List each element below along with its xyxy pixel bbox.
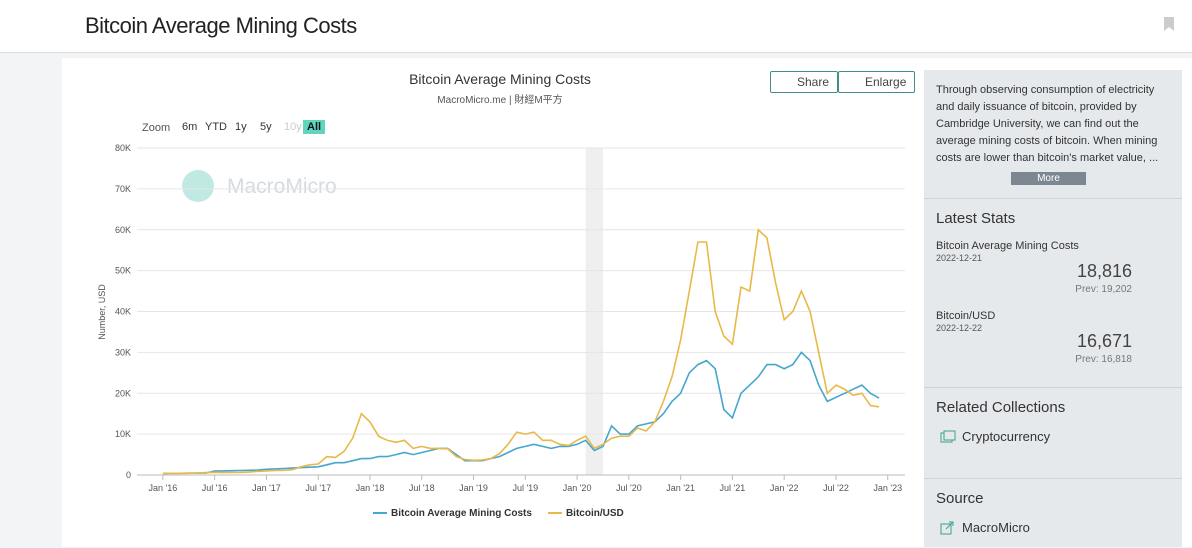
section-title: Related Collections — [936, 399, 1066, 416]
zoom-button[interactable]: 6m — [182, 121, 198, 133]
zoom-button[interactable]: 5y — [260, 121, 272, 133]
related-collections: Related Collections Cryptocurrency — [924, 387, 1182, 478]
share-button[interactable]: Share — [770, 71, 839, 93]
zoom-button[interactable]: 1y — [235, 121, 247, 133]
page-title: Bitcoin Average Mining Costs — [85, 13, 357, 38]
y-tick-label: 80K — [115, 143, 131, 153]
x-tick-label: Jan '22 — [770, 483, 799, 493]
legend-item: Bitcoin Average Mining Costs — [373, 508, 532, 519]
latest-stats: Latest Stats Bitcoin Average Mining Cost… — [924, 198, 1182, 387]
y-tick-label: 70K — [115, 184, 131, 194]
x-tick-label: Jan '20 — [563, 483, 592, 493]
line-series — [162, 351, 880, 475]
watermark-logo — [182, 170, 214, 202]
y-tick-label: 60K — [115, 225, 131, 235]
y-tick-label: 40K — [115, 307, 131, 317]
y-tick-label: 30K — [115, 347, 131, 357]
y-tick-label: 50K — [115, 266, 131, 276]
x-tick-label: Jan '21 — [666, 483, 695, 493]
stat-name: Bitcoin/USD — [936, 310, 996, 322]
x-tick-label: Jan '17 — [252, 483, 281, 493]
source: Source MacroMicro — [924, 478, 1182, 548]
y-tick-label: 20K — [115, 388, 131, 398]
header: Bitcoin Average Mining Costs — [0, 0, 1192, 53]
x-tick-label: Jan '18 — [356, 483, 385, 493]
line-series — [162, 228, 880, 475]
x-tick-label: Jul '19 — [512, 483, 538, 493]
zoom-label: Zoom — [142, 122, 171, 134]
x-tick-label: Jul '16 — [202, 483, 228, 493]
x-tick-label: Jul '20 — [616, 483, 642, 493]
stat-prev: Prev: 19,202 — [1075, 284, 1132, 295]
chart: Bitcoin Average Mining Costs MacroMicro.… — [97, 71, 905, 519]
stat-value: 18,816 — [1076, 261, 1132, 281]
bookmark-icon[interactable] — [1163, 16, 1175, 32]
x-tick-label: Jul '18 — [409, 483, 435, 493]
stat-name: Bitcoin Average Mining Costs — [936, 240, 1079, 252]
x-tick-label: Jul '21 — [720, 483, 746, 493]
collection-icon — [940, 430, 956, 443]
x-tick-label: Jan '23 — [873, 483, 902, 493]
chart-title: Bitcoin Average Mining Costs — [409, 71, 591, 87]
y-tick-label: 10K — [115, 429, 131, 439]
more-button[interactable]: More — [1011, 172, 1086, 185]
stat-value: 16,671 — [1076, 331, 1132, 351]
zoom-button[interactable]: YTD — [205, 121, 227, 133]
x-tick-label: Jul '17 — [305, 483, 331, 493]
x-tick-label: Jan '16 — [149, 483, 178, 493]
y-axis-label: Number, USD — [97, 284, 107, 340]
watermark: MacroMicro — [227, 175, 337, 198]
x-tick-label: Jul '22 — [823, 483, 849, 493]
stat-date: 2022-12-21 — [936, 253, 983, 263]
y-tick-label: 0 — [126, 470, 131, 480]
legend-label: Bitcoin/USD — [566, 508, 624, 519]
enlarge-button[interactable]: Enlarge — [838, 71, 916, 93]
link-icon — [940, 521, 954, 535]
stat-prev: Prev: 16,818 — [1075, 354, 1132, 365]
section-title: Source — [936, 490, 984, 507]
sidebar: Through observing consumption of electri… — [924, 70, 1182, 547]
zoom-button[interactable]: All — [303, 120, 326, 134]
collection-link[interactable]: Cryptocurrency — [962, 429, 1051, 444]
x-tick-label: Jan '19 — [459, 483, 488, 493]
section-title: Latest Stats — [936, 210, 1016, 227]
chart-subtitle: MacroMicro.me | 財經M平方 — [437, 93, 562, 106]
description: Through observing consumption of electri… — [936, 84, 1159, 164]
source-link[interactable]: MacroMicro — [962, 520, 1030, 535]
zoom-button[interactable]: 10y — [284, 121, 302, 133]
legend-label: Bitcoin Average Mining Costs — [391, 508, 532, 519]
stat-date: 2022-12-22 — [936, 323, 983, 333]
legend-item: Bitcoin/USD — [547, 508, 624, 519]
